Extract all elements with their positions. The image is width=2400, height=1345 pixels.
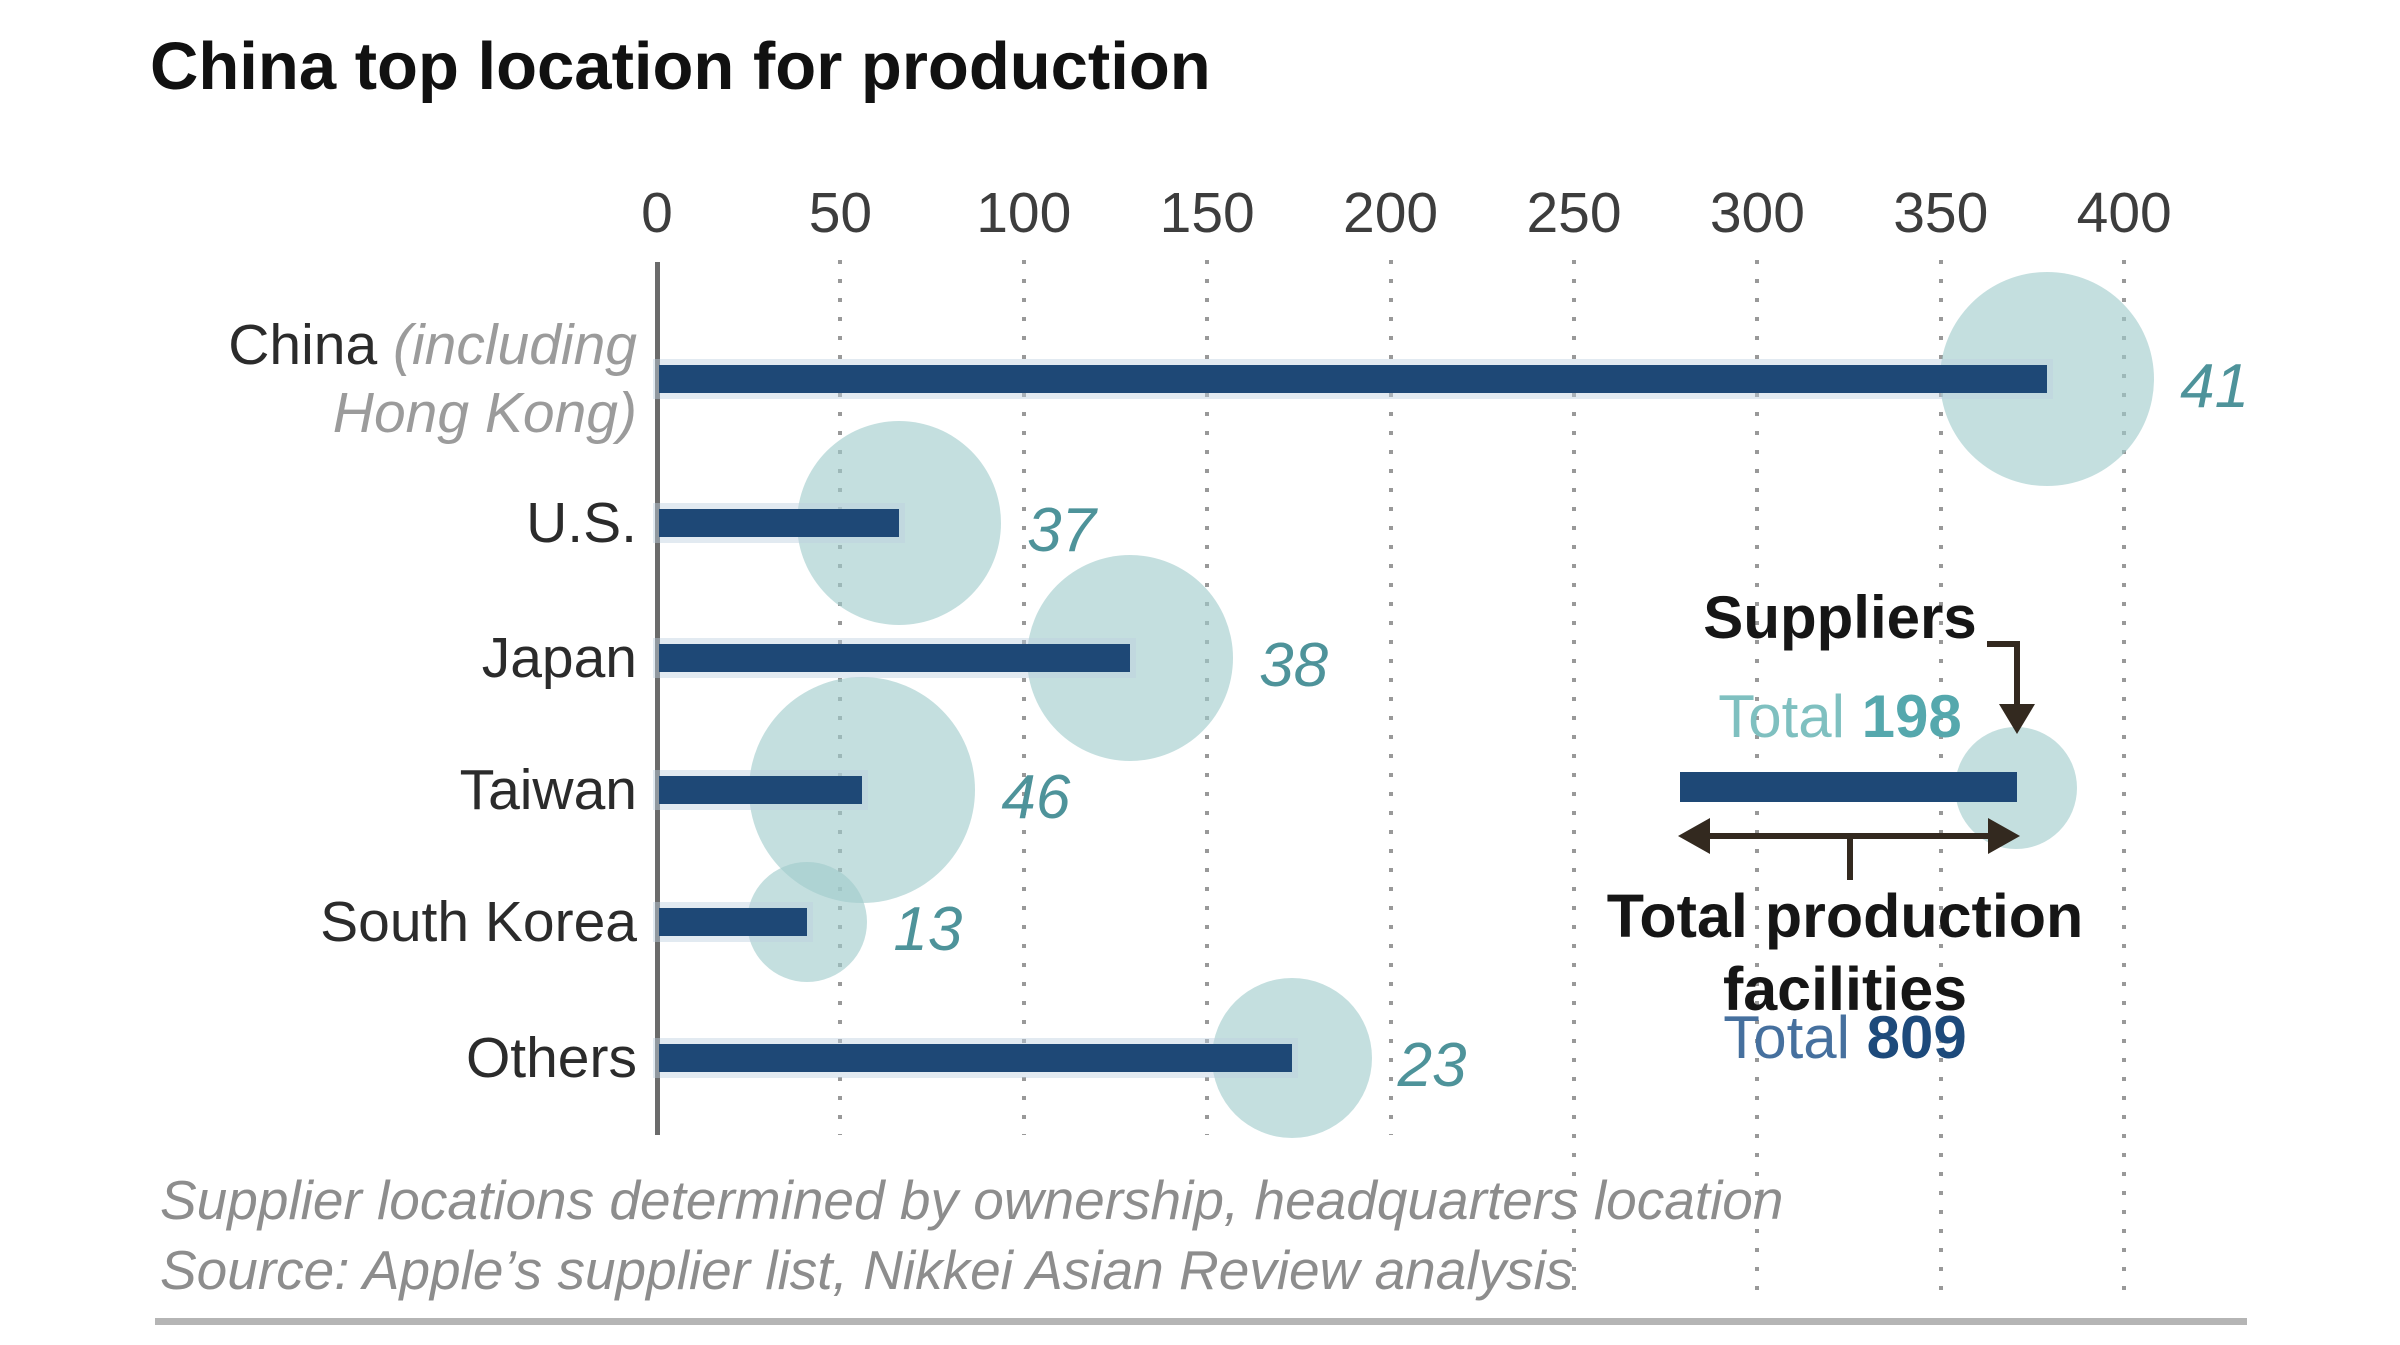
x-tick-label-250: 250 <box>1526 181 1622 245</box>
category-main: China <box>228 313 378 377</box>
legend-facilities-total-label: Total <box>1723 1004 1850 1071</box>
gridline-200 <box>1388 260 1393 1135</box>
legend-facilities-total: Total 809 <box>1595 1003 2095 1072</box>
bottom-divider <box>155 1318 2247 1325</box>
category-label-south-korea: South Korea <box>320 890 637 954</box>
category-label-taiwan: Taiwan <box>459 758 637 822</box>
x-tick-label-350: 350 <box>1893 181 1989 245</box>
supplier-count-japan: 38 <box>1259 631 1329 700</box>
supplier-count-taiwan: 46 <box>1001 763 1071 832</box>
gridline-100 <box>1021 260 1026 1135</box>
legend-suppliers-total-label: Total <box>1718 683 1845 750</box>
facilities-bar-japan <box>659 644 1131 672</box>
legend-suppliers-total: Total 198 <box>1590 682 2090 751</box>
x-tick-label-200: 200 <box>1343 181 1439 245</box>
category-sub-line1: (including <box>393 313 637 377</box>
supplier-count-south-korea: 13 <box>893 895 963 964</box>
footnote-source: Source: Apple’s supplier list, Nikkei As… <box>160 1239 1574 1301</box>
category-label-us: U.S. <box>526 491 637 555</box>
facilities-bar-us <box>659 509 900 537</box>
facilities-bar-south-korea <box>659 908 808 936</box>
legend-suppliers-total-value: 198 <box>1861 683 1962 750</box>
facilities-bar-china <box>659 365 2048 393</box>
x-tick-label-150: 150 <box>1159 181 1255 245</box>
chart-title: China top location for production <box>150 29 1211 104</box>
supplier-count-china: 41 <box>2180 352 2250 421</box>
category-label-china: China (including Hong Kong) <box>157 311 637 447</box>
x-tick-label-400: 400 <box>2076 181 2172 245</box>
legend-facilities-total-value: 809 <box>1866 1004 1967 1071</box>
facilities-bar-others <box>659 1044 1292 1072</box>
x-tick-label-300: 300 <box>1709 181 1805 245</box>
gridline-400 <box>2122 260 2127 1292</box>
facilities-span-arrowhead-left <box>1678 818 1710 854</box>
supplier-count-others: 23 <box>1397 1031 1467 1100</box>
legend-suppliers-title: Suppliers <box>1703 584 1977 651</box>
category-sub-line2: Hong Kong) <box>332 381 637 445</box>
legend-facilities-bar <box>1680 772 2017 802</box>
legend-facilities-title: Total production facilities <box>1545 880 2145 1026</box>
gridline-250 <box>1572 260 1576 1292</box>
x-tick-label-100: 100 <box>976 181 1072 245</box>
legend-facilities-title-line1: Total production <box>1606 882 2084 950</box>
x-tick-label-0: 0 <box>641 181 673 245</box>
category-label-japan: Japan <box>481 626 637 690</box>
facilities-bar-taiwan <box>659 776 863 804</box>
legend-facilities-title-line2: facilities <box>1722 955 1968 1023</box>
supplier-count-us: 37 <box>1027 496 1097 565</box>
x-tick-label-50: 50 <box>808 181 873 245</box>
footnote-methodology: Supplier locations determined by ownersh… <box>160 1169 1784 1231</box>
category-label-others: Others <box>465 1026 637 1090</box>
x-axis-zero-line <box>655 262 660 1135</box>
